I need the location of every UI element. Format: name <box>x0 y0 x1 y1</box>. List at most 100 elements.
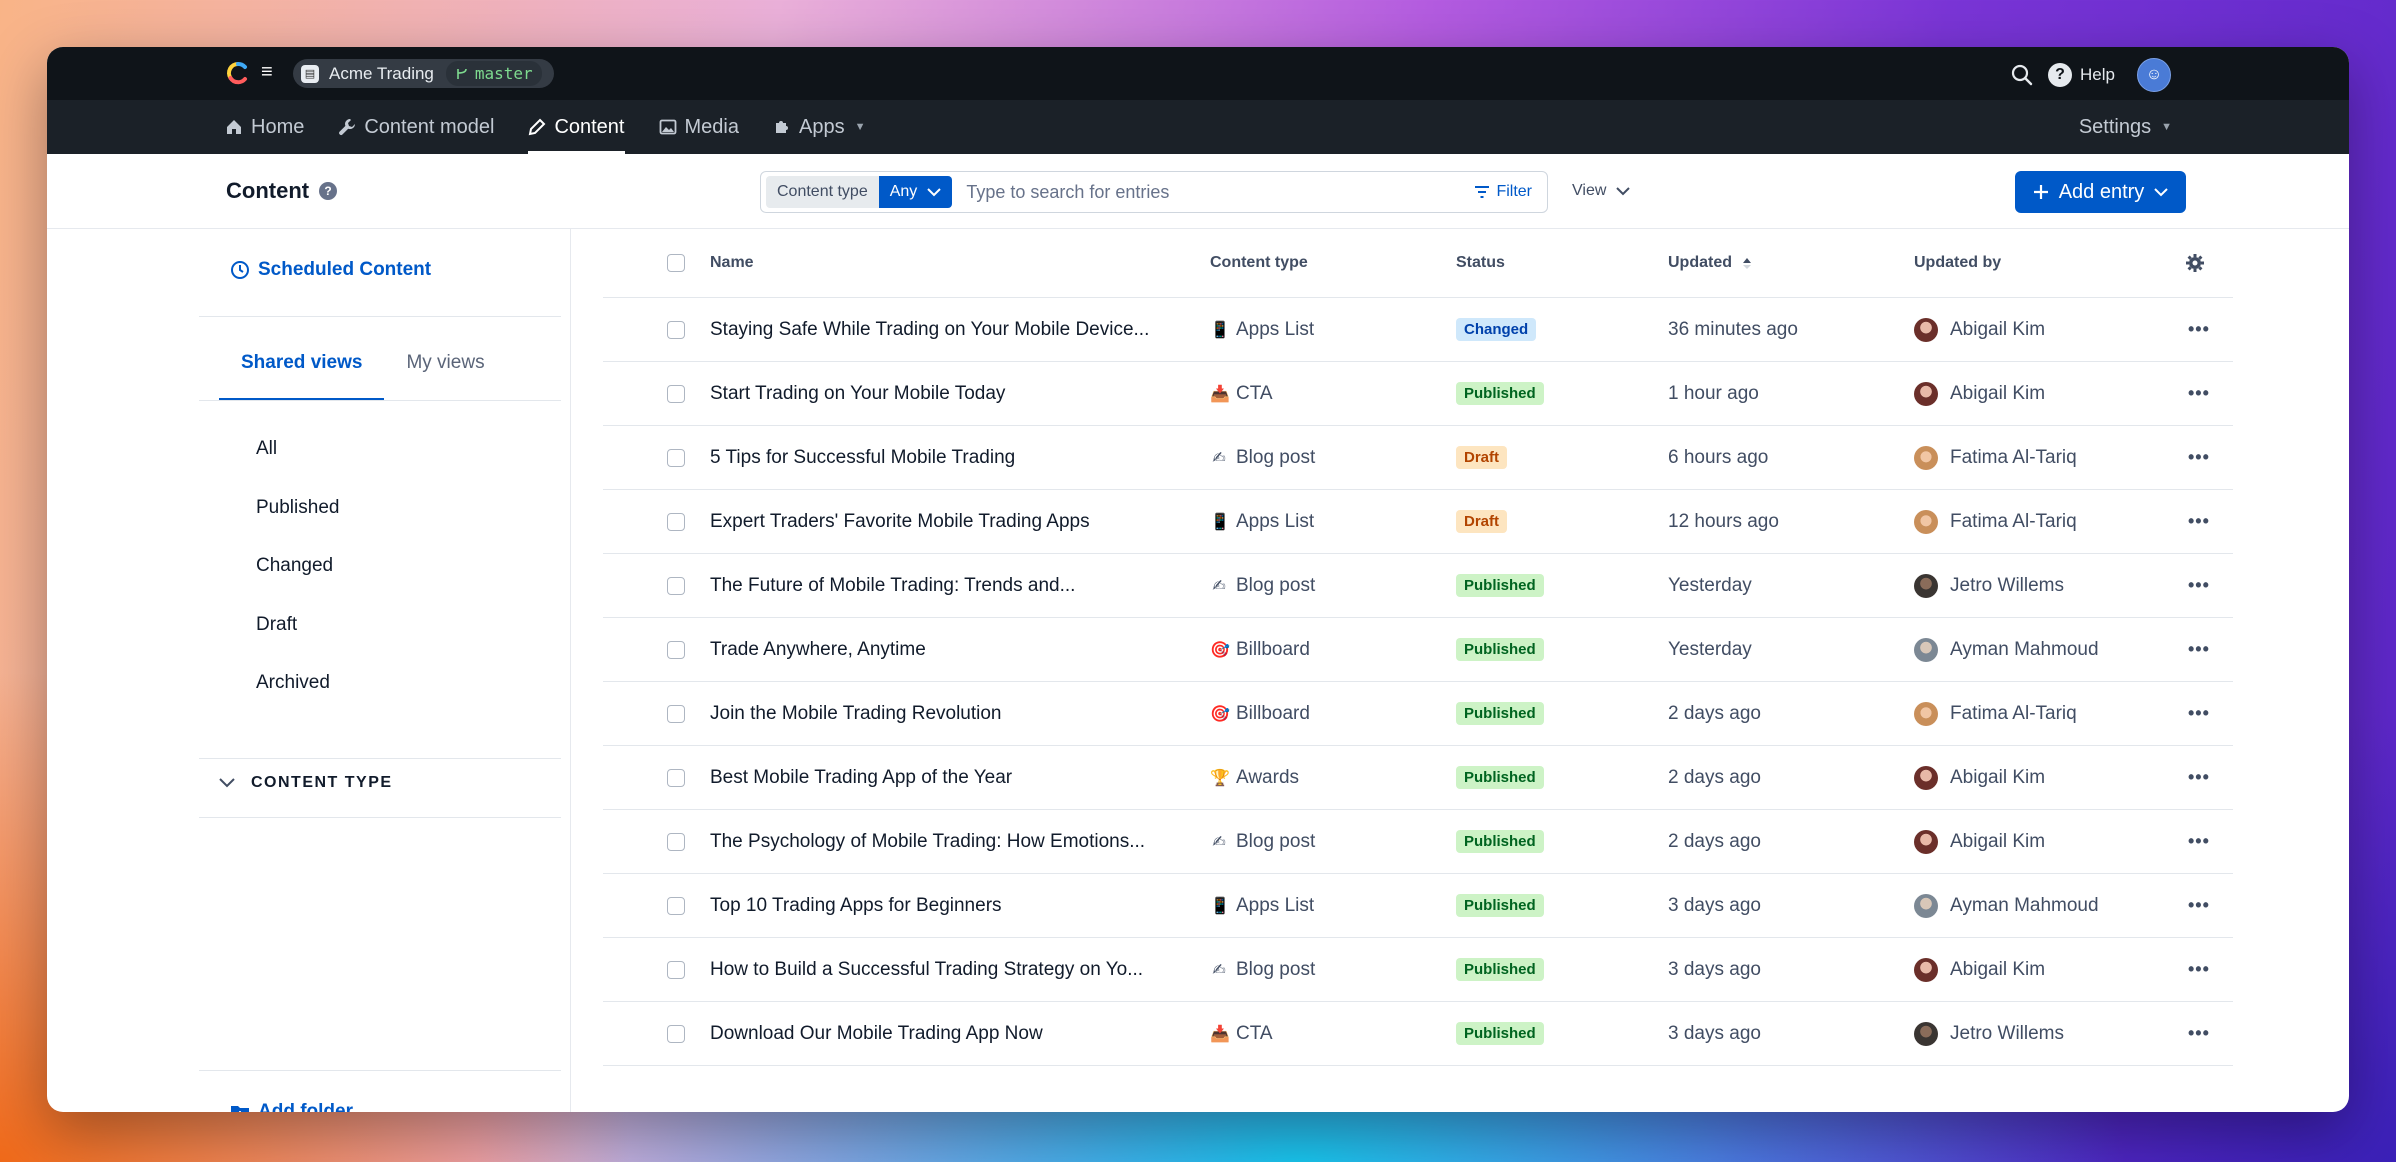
table-row[interactable]: Staying Safe While Trading on Your Mobil… <box>603 298 2233 362</box>
table-row[interactable]: Best Mobile Trading App of the Year 🏆 Awar… <box>603 746 2233 810</box>
menu-icon[interactable]: ≡ <box>261 61 273 83</box>
entry-name[interactable]: Download Our Mobile Trading App Now <box>710 1022 1043 1044</box>
row-checkbox[interactable] <box>667 576 685 595</box>
row-checkbox[interactable] <box>667 896 685 915</box>
header-status[interactable]: Status <box>1456 254 1505 271</box>
entry-name[interactable]: Join the Mobile Trading Revolution <box>710 702 1002 724</box>
search-input[interactable] <box>964 176 1475 208</box>
entry-name[interactable]: Staying Safe While Trading on Your Mobil… <box>710 318 1150 340</box>
environment-name: master <box>474 64 533 83</box>
content-type-section-toggle[interactable]: CONTENT TYPE <box>219 774 393 792</box>
view-button[interactable]: View <box>1572 171 1631 211</box>
row-checkbox[interactable] <box>667 640 685 659</box>
table-row[interactable]: The Psychology of Mobile Trading: How Em… <box>603 810 2233 874</box>
more-actions-icon[interactable]: ••• <box>2188 319 2210 339</box>
row-checkbox[interactable] <box>667 832 685 851</box>
table-row[interactable]: Download Our Mobile Trading App Now 📥 CTA P… <box>603 1002 2233 1066</box>
row-checkbox[interactable] <box>667 512 685 531</box>
updated-by-name: Jetro Willems <box>1950 1022 2065 1044</box>
status-cell: Published <box>1456 554 1544 617</box>
more-actions-icon[interactable]: ••• <box>2188 639 2210 659</box>
tab-shared-views[interactable]: Shared views <box>219 340 385 400</box>
table-row[interactable]: Start Trading on Your Mobile Today 📥 CTA Pu… <box>603 362 2233 426</box>
entry-name[interactable]: Top 10 Trading Apps for Beginners <box>710 894 1002 916</box>
table-row[interactable]: The Future of Mobile Trading: Trends and… <box>603 554 2233 618</box>
row-checkbox[interactable] <box>667 384 685 403</box>
content-type-icon: ✍ <box>1212 577 1226 595</box>
view-item-changed[interactable]: Changed <box>256 555 334 576</box>
entry-name[interactable]: Start Trading on Your Mobile Today <box>710 382 1006 404</box>
header-content-type[interactable]: Content type <box>1210 254 1308 271</box>
content-type-select[interactable]: Any <box>878 176 953 208</box>
header-updated[interactable]: Updated <box>1668 229 1752 297</box>
app-logo[interactable] <box>226 61 250 85</box>
sort-ascending-icon[interactable] <box>1742 256 1752 270</box>
entry-name[interactable]: 5 Tips for Successful Mobile Trading <box>710 446 1016 468</box>
header-name[interactable]: Name <box>710 254 754 271</box>
filter-button[interactable]: Filter <box>1474 183 1532 201</box>
avatar <box>1914 381 1938 406</box>
more-actions-icon[interactable]: ••• <box>2188 383 2210 403</box>
row-checkbox[interactable] <box>667 320 685 339</box>
nav-apps-label: Apps <box>798 115 845 138</box>
view-item-published[interactable]: Published <box>256 496 340 518</box>
more-actions-icon[interactable]: ••• <box>2188 575 2210 595</box>
more-actions-icon[interactable]: ••• <box>2188 895 2210 915</box>
entry-name[interactable]: Best Mobile Trading App of the Year <box>710 766 1013 788</box>
more-actions-icon[interactable]: ••• <box>2188 703 2210 723</box>
entry-name[interactable]: How to Build a Successful Trading Strate… <box>710 958 1144 980</box>
table-row[interactable]: Expert Traders' Favorite Mobile Trading … <box>603 490 2233 554</box>
row-checkbox[interactable] <box>667 1024 685 1043</box>
settings-menu[interactable]: Settings ▼ <box>2079 100 2172 154</box>
scheduled-content-link[interactable]: Scheduled Content <box>230 259 431 281</box>
question-icon[interactable]: ? <box>319 182 338 200</box>
more-actions-icon[interactable]: ••• <box>2188 511 2210 531</box>
more-actions-icon[interactable]: ••• <box>2188 831 2210 851</box>
row-checkbox[interactable] <box>667 960 685 979</box>
more-actions-icon[interactable]: ••• <box>2188 959 2210 979</box>
help-button[interactable]: ? Help <box>2048 63 2115 87</box>
row-checkbox[interactable] <box>667 768 685 787</box>
user-avatar[interactable]: ☺ <box>2137 58 2171 92</box>
select-all-checkbox[interactable] <box>667 254 685 272</box>
table-row[interactable]: Trade Anywhere, Anytime 🎯 Billboard Publish… <box>603 618 2233 682</box>
views-tabs: Shared views My views <box>219 340 507 400</box>
row-checkbox-cell <box>667 554 685 617</box>
search-icon[interactable] <box>2010 63 2034 87</box>
view-item-archived[interactable]: Archived <box>256 672 330 693</box>
more-actions-icon[interactable]: ••• <box>2188 1023 2210 1043</box>
row-checkbox[interactable] <box>667 704 685 723</box>
nav-media[interactable]: Media <box>659 100 739 154</box>
row-checkbox[interactable] <box>667 448 685 467</box>
nav-apps[interactable]: Apps ▼ <box>773 100 865 154</box>
header-updated-by[interactable]: Updated by <box>1914 254 2002 271</box>
content-type-icon: 📱 <box>1210 513 1230 531</box>
view-item-all[interactable]: All <box>256 438 278 459</box>
space-switcher[interactable]: ▤ Acme Trading master <box>293 59 554 88</box>
environment-badge[interactable]: master <box>445 61 542 86</box>
entry-name[interactable]: The Future of Mobile Trading: Trends and… <box>710 574 1076 596</box>
scheduled-content-label: Scheduled Content <box>258 259 432 280</box>
entry-name[interactable]: The Psychology of Mobile Trading: How Em… <box>710 830 1146 852</box>
add-entry-button[interactable]: Add entry <box>2015 171 2186 213</box>
status-badge: Published <box>1456 574 1544 597</box>
nav-content[interactable]: Content <box>528 100 625 154</box>
add-folder-button[interactable]: Add folder <box>230 1101 353 1112</box>
table-row[interactable]: Join the Mobile Trading Revolution 🎯 Billb… <box>603 682 2233 746</box>
entry-name[interactable]: Trade Anywhere, Anytime <box>710 638 926 660</box>
more-actions-icon[interactable]: ••• <box>2188 447 2210 467</box>
view-item-draft[interactable]: Draft <box>256 613 298 635</box>
entry-name[interactable]: Expert Traders' Favorite Mobile Trading … <box>710 510 1090 532</box>
tab-my-views[interactable]: My views <box>406 352 485 373</box>
gear-icon[interactable] <box>2185 253 2205 273</box>
table-row[interactable]: Top 10 Trading Apps for Beginners 📱 Apps L… <box>603 874 2233 938</box>
updated-by-name: Fatima Al-Tariq <box>1950 702 2077 724</box>
avatar <box>1914 765 1938 790</box>
content-type-filter[interactable]: Content type Any <box>766 176 953 208</box>
content-type-icon: ✍ <box>1212 961 1226 979</box>
table-row[interactable]: How to Build a Successful Trading Strate… <box>603 938 2233 1002</box>
more-actions-icon[interactable]: ••• <box>2188 767 2210 787</box>
table-row[interactable]: 5 Tips for Successful Mobile Trading ✍ Blo… <box>603 426 2233 490</box>
nav-content-model[interactable]: Content model <box>338 100 494 154</box>
nav-home[interactable]: Home <box>225 100 304 154</box>
